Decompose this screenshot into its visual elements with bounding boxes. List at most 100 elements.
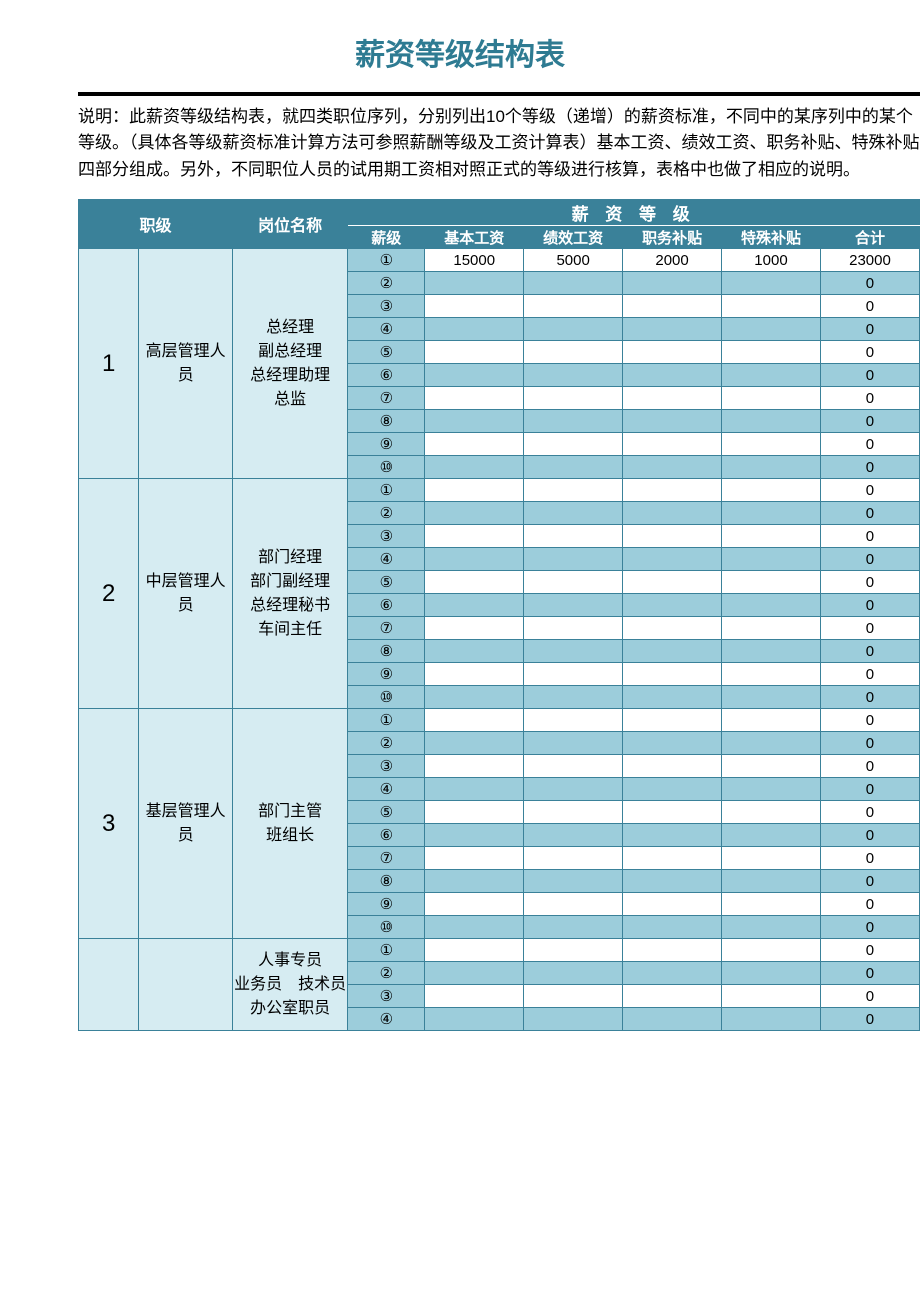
special-cell bbox=[722, 709, 821, 732]
level-cell: ⑨ bbox=[348, 663, 425, 686]
special-cell bbox=[722, 594, 821, 617]
perf-cell bbox=[524, 617, 623, 640]
total-cell: 0 bbox=[820, 341, 919, 364]
special-cell bbox=[722, 272, 821, 295]
total-cell: 0 bbox=[820, 433, 919, 456]
special-cell bbox=[722, 640, 821, 663]
total-cell: 0 bbox=[820, 295, 919, 318]
total-cell: 0 bbox=[820, 318, 919, 341]
level-cell: ② bbox=[348, 732, 425, 755]
special-cell bbox=[722, 571, 821, 594]
duty-cell bbox=[623, 939, 722, 962]
special-cell bbox=[722, 295, 821, 318]
special-cell bbox=[722, 778, 821, 801]
duty-cell bbox=[623, 824, 722, 847]
duty-cell bbox=[623, 732, 722, 755]
base-cell bbox=[425, 778, 524, 801]
perf-cell bbox=[524, 824, 623, 847]
total-cell: 0 bbox=[820, 939, 919, 962]
duty-cell bbox=[623, 548, 722, 571]
header-rank: 职级 bbox=[79, 200, 233, 249]
special-cell bbox=[722, 502, 821, 525]
perf-cell bbox=[524, 272, 623, 295]
perf-cell bbox=[524, 1008, 623, 1031]
level-cell: ④ bbox=[348, 548, 425, 571]
perf-cell bbox=[524, 778, 623, 801]
page-title: 薪资等级结构表 bbox=[0, 0, 920, 92]
special-cell bbox=[722, 801, 821, 824]
level-cell: ① bbox=[348, 249, 425, 272]
duty-cell bbox=[623, 617, 722, 640]
special-cell bbox=[722, 847, 821, 870]
base-cell bbox=[425, 893, 524, 916]
total-cell: 0 bbox=[820, 548, 919, 571]
duty-cell bbox=[623, 272, 722, 295]
duty-cell bbox=[623, 318, 722, 341]
table-row: 1高层管理人员总经理 副总经理 总经理助理 总监①150005000200010… bbox=[79, 249, 920, 272]
duty-cell bbox=[623, 594, 722, 617]
duty-cell bbox=[623, 709, 722, 732]
level-cell: ③ bbox=[348, 295, 425, 318]
duty-cell bbox=[623, 341, 722, 364]
rank-cell: 1 bbox=[79, 249, 139, 479]
total-cell: 0 bbox=[820, 594, 919, 617]
special-cell bbox=[722, 824, 821, 847]
base-cell bbox=[425, 709, 524, 732]
duty-cell bbox=[623, 456, 722, 479]
total-cell: 0 bbox=[820, 1008, 919, 1031]
base-cell bbox=[425, 985, 524, 1008]
level-cell: ③ bbox=[348, 985, 425, 1008]
base-cell bbox=[425, 479, 524, 502]
base-cell bbox=[425, 640, 524, 663]
header-perf: 绩效工资 bbox=[524, 226, 623, 249]
perf-cell bbox=[524, 801, 623, 824]
duty-cell bbox=[623, 479, 722, 502]
perf-cell bbox=[524, 709, 623, 732]
perf-cell bbox=[524, 640, 623, 663]
positions-cell: 总经理 副总经理 总经理助理 总监 bbox=[232, 249, 347, 479]
total-cell: 0 bbox=[820, 847, 919, 870]
base-cell bbox=[425, 847, 524, 870]
title-divider bbox=[78, 92, 920, 96]
base-cell bbox=[425, 341, 524, 364]
total-cell: 0 bbox=[820, 410, 919, 433]
special-cell bbox=[722, 433, 821, 456]
header-duty: 职务补贴 bbox=[623, 226, 722, 249]
total-cell: 0 bbox=[820, 502, 919, 525]
base-cell bbox=[425, 295, 524, 318]
table-row: 人事专员 业务员 技术员 办公室职员①0 bbox=[79, 939, 920, 962]
total-cell: 0 bbox=[820, 272, 919, 295]
perf-cell bbox=[524, 663, 623, 686]
level-cell: ⑨ bbox=[348, 893, 425, 916]
rank-cell: 3 bbox=[79, 709, 139, 939]
base-cell bbox=[425, 617, 524, 640]
level-cell: ⑤ bbox=[348, 801, 425, 824]
duty-cell bbox=[623, 870, 722, 893]
base-cell bbox=[425, 502, 524, 525]
perf-cell bbox=[524, 548, 623, 571]
duty-cell bbox=[623, 847, 722, 870]
total-cell: 0 bbox=[820, 778, 919, 801]
base-cell bbox=[425, 755, 524, 778]
perf-cell bbox=[524, 893, 623, 916]
level-cell: ① bbox=[348, 709, 425, 732]
level-cell: ① bbox=[348, 939, 425, 962]
total-cell: 23000 bbox=[820, 249, 919, 272]
special-cell bbox=[722, 364, 821, 387]
type-cell: 中层管理人员 bbox=[139, 479, 232, 709]
duty-cell bbox=[623, 387, 722, 410]
perf-cell bbox=[524, 295, 623, 318]
special-cell bbox=[722, 893, 821, 916]
duty-cell bbox=[623, 985, 722, 1008]
header-position: 岗位名称 bbox=[232, 200, 347, 249]
header-base: 基本工资 bbox=[425, 226, 524, 249]
type-cell bbox=[139, 939, 232, 1031]
total-cell: 0 bbox=[820, 893, 919, 916]
total-cell: 0 bbox=[820, 640, 919, 663]
perf-cell bbox=[524, 594, 623, 617]
duty-cell bbox=[623, 962, 722, 985]
base-cell bbox=[425, 410, 524, 433]
special-cell bbox=[722, 387, 821, 410]
total-cell: 0 bbox=[820, 801, 919, 824]
base-cell bbox=[425, 433, 524, 456]
